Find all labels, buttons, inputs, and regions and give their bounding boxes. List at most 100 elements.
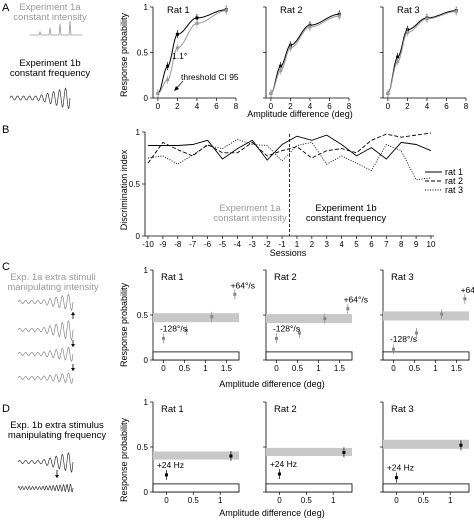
a-data-point xyxy=(288,46,292,50)
c-data-point xyxy=(274,336,278,340)
exp1b-label-line2: constant frequency xyxy=(10,68,91,79)
b-x-tick-label: -1 xyxy=(278,240,286,249)
c-x-tick-label: 0 xyxy=(161,364,166,373)
panel-b-ylabel: Discrimination index xyxy=(119,149,129,230)
exp1b-waveform xyxy=(9,87,71,110)
b-x-tick-label: 3 xyxy=(325,240,330,249)
panel-c-ylabel: Response probability xyxy=(119,282,129,367)
panel-d-xlabel: Amplitude difference (deg) xyxy=(219,508,324,518)
legend-label-rat3: rat 3 xyxy=(445,185,463,195)
c-x-tick-label: 0 xyxy=(274,364,279,373)
exp1a-label-line1: Experiment 1a xyxy=(19,2,81,13)
c-arrowhead xyxy=(71,344,75,347)
b-x-tick-label: 10 xyxy=(427,240,436,249)
d-low-band xyxy=(152,483,240,493)
exp1b-wave-path xyxy=(9,87,71,110)
a-x-tick-label: 4 xyxy=(425,102,430,111)
panel-a-annotation-value: 1.1° xyxy=(172,51,187,61)
d-x-tick-label: 0.5 xyxy=(188,496,200,505)
panel-a-ylabel: Response probability xyxy=(119,12,129,97)
b-x-tick-label: 9 xyxy=(414,240,419,249)
panel-a-threshold-label: threshold CI 95 xyxy=(181,72,239,82)
d-data-point xyxy=(342,450,346,454)
c-data-point xyxy=(463,297,467,301)
a-fit-curve xyxy=(270,15,340,94)
a-x-tick-label: 8 xyxy=(234,102,239,111)
panel-letter-b: B xyxy=(2,124,9,136)
a-data-point xyxy=(279,64,283,68)
c-reference-band xyxy=(383,311,469,321)
d-x-tick-label: 0 xyxy=(394,496,399,505)
a-rat-title: Rat 3 xyxy=(397,5,420,16)
d-y-tick-label: 0.5 xyxy=(137,443,149,452)
d-rat-title: Rat 3 xyxy=(391,404,414,415)
b-x-tick-label: 5 xyxy=(354,240,359,249)
a-x-tick-label: 4 xyxy=(195,102,200,111)
c-arrowhead xyxy=(71,312,75,315)
c-pos-label: +64°/s xyxy=(344,295,368,305)
a-data-point xyxy=(269,91,273,95)
a-fit-curve xyxy=(387,10,457,94)
c-data-point xyxy=(415,331,419,335)
c-rat-title: Rat 1 xyxy=(161,272,184,283)
panel-b-plot: 0 0.5 1 -10 -9 -8 -7 -6 -5 -4 -3 -2 -1 1 2 3 4 5 6 7 8 9 10 xyxy=(129,128,436,249)
b-y-tick-label: 1 xyxy=(136,128,141,137)
c-rat-title: Rat 2 xyxy=(274,272,297,283)
panel-b-left-label-line1: Experiment 1a xyxy=(219,203,281,214)
c-pos-label: +64°/s xyxy=(231,280,255,290)
c-neg-label: -128°/s xyxy=(160,323,187,333)
c-data-point xyxy=(323,317,327,321)
b-series-rat2 xyxy=(147,132,432,164)
c-x-tick-label: 1.5 xyxy=(451,364,463,373)
c-data-point xyxy=(161,336,165,340)
a-data-point xyxy=(166,64,170,68)
a-x-tick-label: 2 xyxy=(175,102,180,111)
c-x-tick-label: 0.5 xyxy=(409,364,421,373)
panel-a-plots: Rat 1 0 2 4 6 8 0 0.5 1 Rat 2 0 2 4 6 8 Rat 3 0 2 4 6 8 xyxy=(137,3,469,111)
a-data-point xyxy=(224,9,228,13)
legend-label-rat2: rat 2 xyxy=(445,176,463,186)
c-low-band xyxy=(152,351,240,361)
panel-letter-c: C xyxy=(2,261,10,273)
a-data-point xyxy=(386,91,390,95)
a-data-point xyxy=(279,69,283,73)
panel-letter-d: D xyxy=(2,403,10,415)
b-x-tick-label: -2 xyxy=(264,240,272,249)
a-x-tick-label: 0 xyxy=(156,102,161,111)
panel-b-right-label-line1: Experiment 1b xyxy=(315,203,376,214)
panel-b-legend: rat 1 rat 2 rat 3 xyxy=(425,167,463,195)
panel-c-waveforms xyxy=(17,293,75,384)
d-x-tick-label: 0 xyxy=(277,496,282,505)
a-x-tick-label: 4 xyxy=(308,102,313,111)
a-data-point xyxy=(396,55,400,59)
d-data-point xyxy=(164,473,168,477)
b-x-tick-label: 4 xyxy=(339,240,344,249)
b-x-tick-label: 8 xyxy=(399,240,404,249)
b-x-tick-label: -7 xyxy=(189,240,197,249)
c-x-tick-label: 1.5 xyxy=(221,364,233,373)
d-hz-label: +24 Hz xyxy=(387,463,414,473)
panel-d-ylabel: Response probability xyxy=(119,417,129,502)
d-reference-band xyxy=(266,447,352,456)
b-x-tick-label: -8 xyxy=(174,240,182,249)
c-x-tick-label: 0 xyxy=(391,364,396,373)
a-fit-curve xyxy=(387,11,457,94)
panel-c-label-line2: manipulating intensity xyxy=(7,282,99,293)
d-hz-label: +24 Hz xyxy=(157,460,184,470)
exp1b-label-line1: Experiment 1b xyxy=(19,58,80,69)
d-y-tick-label: 1 xyxy=(144,398,149,407)
a-data-point xyxy=(166,78,170,82)
a-data-point xyxy=(175,32,179,36)
b-y-tick-label: 0 xyxy=(136,232,141,241)
d-data-point xyxy=(394,476,398,480)
d-rat-title: Rat 1 xyxy=(161,404,184,415)
b-x-tick-label: -5 xyxy=(219,240,227,249)
exp1a-waveform xyxy=(30,20,82,36)
d-low-band xyxy=(382,483,470,493)
c-data-point xyxy=(298,331,302,335)
d-wave-1 xyxy=(17,452,74,473)
c-wave-3 xyxy=(17,346,74,362)
c-wave-1 xyxy=(17,293,74,311)
d-data-point xyxy=(459,443,463,447)
c-data-point xyxy=(440,312,444,316)
